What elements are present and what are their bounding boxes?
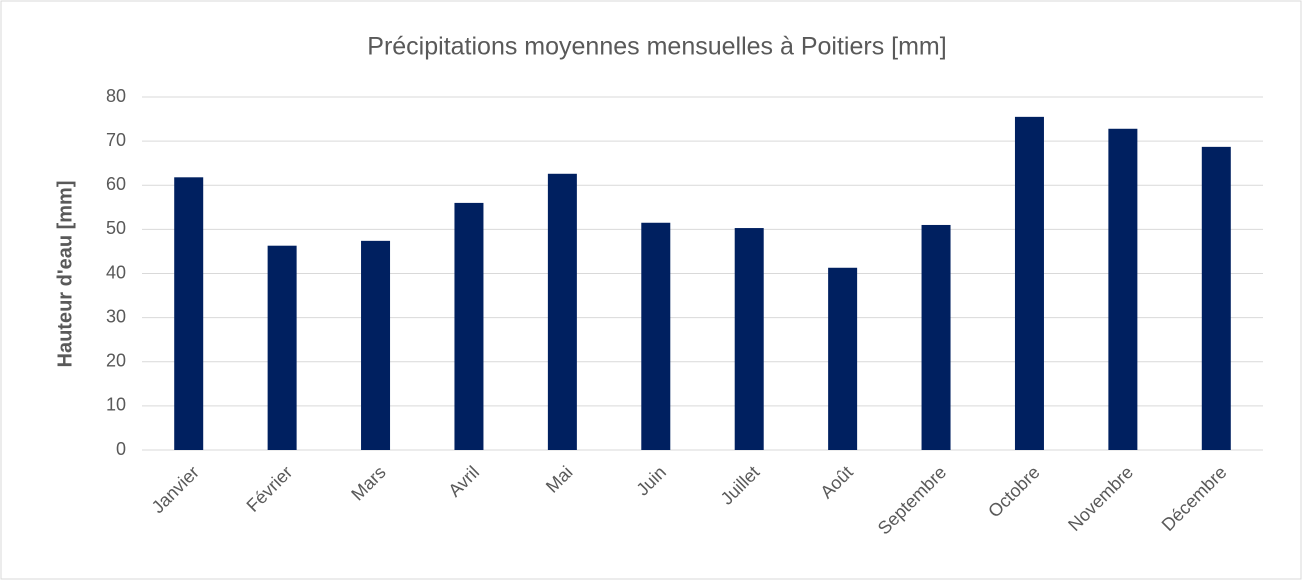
bar bbox=[547, 173, 577, 450]
bar bbox=[921, 224, 951, 450]
bar bbox=[361, 240, 391, 450]
bar bbox=[454, 202, 484, 450]
y-tick-label: 60 bbox=[106, 174, 126, 194]
bar bbox=[1014, 116, 1044, 450]
bar bbox=[641, 222, 671, 450]
y-tick-label: 10 bbox=[106, 395, 126, 415]
y-tick-label: 50 bbox=[106, 218, 126, 238]
y-tick-label: 20 bbox=[106, 351, 126, 371]
y-axis-label: Hauteur d'eau [mm] bbox=[54, 180, 76, 367]
bar bbox=[267, 245, 297, 450]
y-tick-label: 30 bbox=[106, 306, 126, 326]
y-tick-label: 40 bbox=[106, 262, 126, 282]
bar bbox=[1108, 128, 1138, 450]
bar bbox=[1201, 146, 1231, 450]
bar bbox=[734, 228, 764, 450]
y-tick-label: 80 bbox=[106, 86, 126, 106]
bar bbox=[174, 177, 204, 450]
bar bbox=[828, 267, 858, 450]
chart-title: Précipitations moyennes mensuelles à Poi… bbox=[367, 33, 946, 61]
y-tick-label: 70 bbox=[106, 130, 126, 150]
y-tick-label: 0 bbox=[116, 439, 126, 459]
